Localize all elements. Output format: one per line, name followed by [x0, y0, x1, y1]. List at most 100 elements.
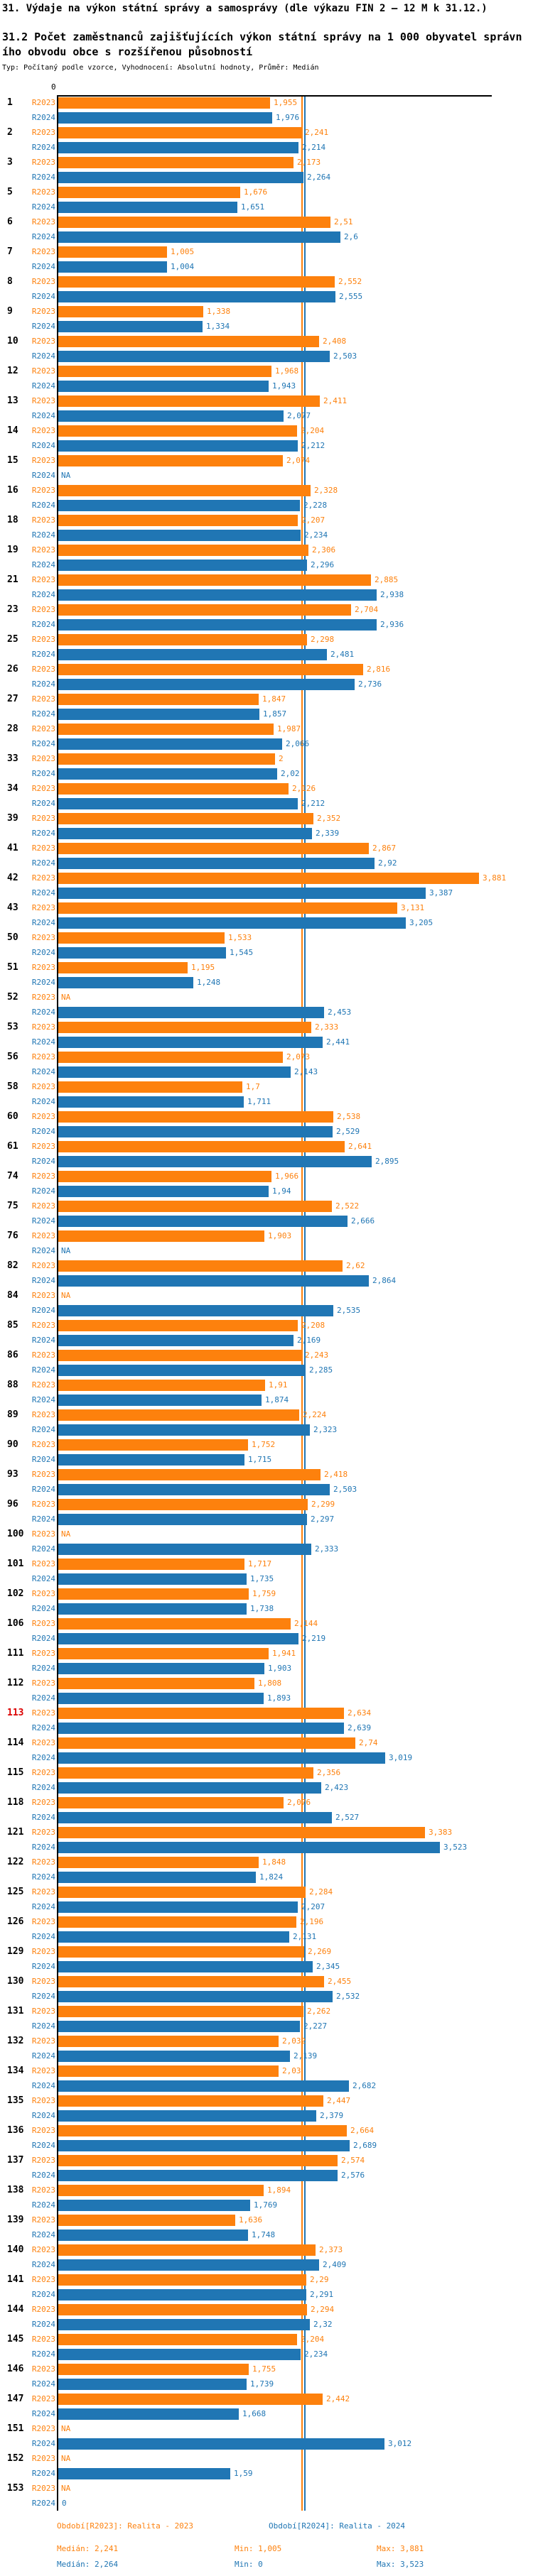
- series-label-2024: R2024: [31, 1425, 55, 1434]
- bar-2023: [58, 574, 371, 586]
- bar-2024: [58, 1395, 262, 1406]
- bar-value-2024: 1,903: [268, 1664, 292, 1673]
- bar-line-2024: R2024 1,334: [0, 321, 533, 332]
- bar-line-2023: R2023 2,356: [0, 1767, 533, 1779]
- chart-row: 122 R2023 1,848 R2024 1,824: [0, 1857, 533, 1887]
- bar-2024: [58, 1335, 294, 1346]
- bar-value-2024: 2,212: [301, 799, 325, 808]
- min-stat-2024: Min: 0: [235, 2560, 263, 2569]
- bar-line-2023: R2023 1,676: [0, 187, 533, 198]
- bar-value-2024: 3,205: [409, 918, 434, 927]
- bar-2023: [58, 2334, 297, 2345]
- bar-2023: [58, 1946, 304, 1958]
- bar-line-2024: R2024 1,824: [0, 1872, 533, 1883]
- chart-row: 6 R2023 2,51 R2024 2,6: [0, 217, 533, 246]
- bar-value-2024: 1,651: [241, 202, 265, 212]
- chart-row: 43 R2023 3,131 R2024 3,205: [0, 902, 533, 932]
- legend-2024: Období[R2024]: Realita - 2024: [269, 2521, 406, 2531]
- row-number: 106: [7, 1618, 24, 1629]
- bar-value-2023: 3,383: [429, 1828, 453, 1837]
- bar-value-2024: 1,711: [247, 1097, 271, 1106]
- bar-line-2024: R2024 1,943: [0, 381, 533, 392]
- bar-2024: [58, 917, 406, 929]
- bar-2024: [58, 1186, 269, 1197]
- bar-2023: [58, 1409, 299, 1421]
- chart-row: 8 R2023 2,552 R2024 2,555: [0, 276, 533, 306]
- bar-value-2023: NA: [61, 2484, 71, 2493]
- chart-row: 121 R2023 3,383 R2024 3,523: [0, 1827, 533, 1857]
- bar-line-2024: R2024 2,895: [0, 1156, 533, 1167]
- bar-value-2023: 2,03: [282, 2066, 301, 2075]
- series-label-2024: R2024: [31, 2111, 55, 2120]
- bar-line-2023: R2023 2,373: [0, 2244, 533, 2256]
- chart-row: 152 R2023 NA R2024 1,59: [0, 2453, 533, 2483]
- row-number: 43: [7, 902, 18, 913]
- bar-2023: [58, 2125, 347, 2136]
- bar-line-2024: R2024 2,864: [0, 1275, 533, 1287]
- row-number: 113: [7, 1708, 24, 1718]
- series-label-2023: R2023: [31, 2275, 55, 2284]
- bar-line-2023: R2023 2,204: [0, 425, 533, 437]
- bar-2024: [58, 2021, 300, 2032]
- bar-2023: [58, 1469, 321, 1480]
- series-label-2024: R2024: [31, 530, 55, 540]
- bar-value-2023: 2,408: [323, 337, 347, 346]
- bar-value-2024: 1,893: [267, 1693, 291, 1703]
- bar-2024: [58, 291, 335, 302]
- series-label-2023: R2023: [31, 1440, 55, 1449]
- bar-2024: [58, 142, 298, 153]
- bar-line-2023: R2023 2,269: [0, 1946, 533, 1958]
- bar-value-2023: 2,455: [328, 1977, 352, 1986]
- bar-2023: [58, 932, 225, 944]
- max-stat-2023: Max: 3,881: [377, 2544, 424, 2553]
- bar-line-2024: R2024 1,715: [0, 1454, 533, 1466]
- series-label-2024: R2024: [31, 620, 55, 629]
- row-number: 10: [7, 336, 18, 346]
- series-label-2023: R2023: [31, 426, 55, 435]
- series-label-2023: R2023: [31, 1947, 55, 1956]
- bar-value-2023: 2,076: [287, 1798, 311, 1807]
- bar-value-2024: 2,066: [286, 739, 310, 748]
- row-number: 25: [7, 634, 18, 645]
- series-label-2024: R2024: [31, 1783, 55, 1792]
- bar-value-2024: 2,682: [352, 2081, 377, 2090]
- row-number: 41: [7, 843, 18, 853]
- bar-value-2023: 2,664: [350, 2126, 375, 2135]
- bar-value-2024: 2,227: [303, 2021, 328, 2031]
- bar-line-2024: R2024 2,379: [0, 2110, 533, 2122]
- bar-2023: [58, 1052, 283, 1063]
- bar-line-2024: R2024 2,503: [0, 351, 533, 362]
- bar-line-2024: R2024 2,936: [0, 619, 533, 631]
- row-number: 26: [7, 664, 18, 675]
- series-label-2024: R2024: [31, 262, 55, 271]
- row-number: 130: [7, 1976, 24, 1987]
- row-number: 147: [7, 2394, 24, 2404]
- row-number: 137: [7, 2155, 24, 2166]
- bar-value-2024: 2,297: [311, 1515, 335, 1524]
- bar-line-2023: R2023 3,131: [0, 902, 533, 914]
- row-number: 89: [7, 1409, 18, 1420]
- bar-line-2024: R2024 2,02: [0, 768, 533, 780]
- bar-line-2023: R2023 2,885: [0, 574, 533, 586]
- bar-2024: [58, 1842, 440, 1853]
- bar-line-2023: R2023 2,032: [0, 2036, 533, 2047]
- row-number: 19: [7, 545, 18, 555]
- series-label-2023: R2023: [31, 1649, 55, 1658]
- bar-value-2024: 2,143: [294, 1067, 318, 1076]
- series-label-2024: R2024: [31, 1246, 55, 1255]
- bar-line-2024: R2024 2,219: [0, 1633, 533, 1644]
- row-number: 102: [7, 1588, 24, 1599]
- bar-2024: [58, 768, 277, 780]
- series-label-2024: R2024: [31, 1067, 55, 1076]
- series-label-2023: R2023: [31, 1708, 55, 1718]
- chart-row: 61 R2023 2,641 R2024 2,895: [0, 1141, 533, 1171]
- series-label-2023: R2023: [31, 1828, 55, 1837]
- series-label-2024: R2024: [31, 1395, 55, 1404]
- bar-value-2023: 2,51: [334, 217, 353, 227]
- series-label-2023: R2023: [31, 1052, 55, 1061]
- bar-2023: [58, 2036, 279, 2047]
- bar-line-2023: R2023 1,91: [0, 1380, 533, 1391]
- chart-row: 18 R2023 2,207 R2024 2,234: [0, 515, 533, 545]
- bar-value-2023: 2,243: [305, 1350, 329, 1360]
- chart-row: 2 R2023 2,241 R2024 2,214: [0, 127, 533, 157]
